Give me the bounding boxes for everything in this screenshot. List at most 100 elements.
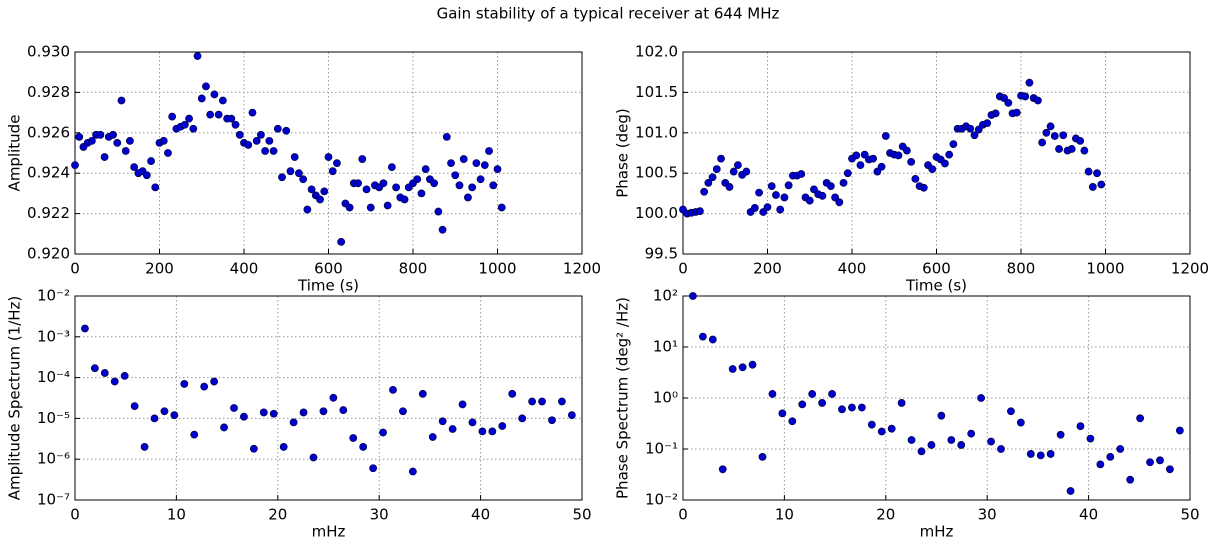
data-point <box>418 389 427 398</box>
y-tick-label: 0.926 <box>27 123 70 141</box>
data-point <box>231 120 240 129</box>
data-point <box>1007 407 1015 416</box>
x-tick-label: 0 <box>678 260 688 278</box>
data-point <box>185 114 193 123</box>
y-tick-label: 10⁻² <box>645 491 678 509</box>
data-point <box>869 154 878 163</box>
data-point <box>126 136 134 145</box>
data-point <box>362 185 371 194</box>
data-point <box>147 157 155 165</box>
x-axis-label: mHz <box>312 523 346 541</box>
data-point <box>480 161 489 170</box>
data-point <box>278 173 286 182</box>
data-point <box>230 404 238 412</box>
y-tick-label: 10⁻⁶ <box>37 450 70 468</box>
data-point <box>248 108 257 117</box>
y-tick-label: 10⁻² <box>37 287 70 305</box>
data-point <box>750 204 759 212</box>
x-axis-label: Time (s) <box>297 277 359 295</box>
data-point <box>826 182 835 191</box>
data-point <box>339 406 348 414</box>
data-point <box>843 169 852 178</box>
data-point <box>468 183 477 192</box>
data-point <box>90 364 99 373</box>
data-point <box>434 207 443 216</box>
data-point <box>808 390 817 398</box>
data-point <box>1066 487 1075 495</box>
data-point <box>408 467 417 476</box>
data-point <box>320 187 329 196</box>
data-point <box>987 437 995 446</box>
data-point <box>734 161 742 170</box>
data-point <box>805 196 814 205</box>
data-point <box>1036 451 1045 460</box>
data-point <box>728 365 737 373</box>
data-point <box>919 183 928 192</box>
data-point <box>911 174 920 183</box>
data-point <box>383 201 392 210</box>
data-point <box>1166 465 1174 474</box>
data-point <box>170 411 179 420</box>
x-axis-label: mHz <box>920 523 954 541</box>
data-point <box>400 195 409 204</box>
data-point <box>1084 167 1093 176</box>
data-point <box>448 425 457 433</box>
x-tick-label: 1000 <box>478 260 516 278</box>
x-tick-label: 200 <box>145 260 174 278</box>
data-point <box>704 178 713 187</box>
y-axis-label: Amplitude Spectrum (1/Hz) <box>6 296 24 501</box>
data-point <box>957 441 966 449</box>
data-point <box>708 335 717 344</box>
data-point <box>788 417 797 426</box>
data-point <box>282 126 291 135</box>
y-tick-label: 10⁻⁴ <box>37 368 70 386</box>
data-point <box>387 163 396 172</box>
data-point <box>835 198 844 207</box>
data-point <box>349 434 358 442</box>
data-point <box>206 110 215 119</box>
x-tick-label: 50 <box>572 506 591 524</box>
x-tick-label: 200 <box>753 260 782 278</box>
data-point <box>867 420 876 429</box>
data-point <box>725 183 734 191</box>
data-point <box>299 175 308 184</box>
data-point <box>438 225 447 234</box>
data-point <box>538 397 546 406</box>
data-point <box>214 110 223 119</box>
data-point <box>100 153 109 161</box>
y-tick-label: 100.5 <box>635 164 678 182</box>
data-point <box>369 464 378 473</box>
data-point <box>1012 108 1021 117</box>
data-point <box>180 120 189 129</box>
data-point <box>197 94 206 103</box>
data-point <box>451 171 460 180</box>
figure-title: Gain stability of a typical receiver at … <box>437 5 780 23</box>
data-point <box>1136 414 1145 423</box>
x-tick-label: 800 <box>1007 260 1036 278</box>
y-tick-label: 10⁰ <box>653 389 678 407</box>
x-tick-label: 40 <box>471 506 490 524</box>
y-tick-label: 10⁻⁵ <box>37 409 70 427</box>
data-point <box>164 149 172 157</box>
data-point <box>130 163 139 172</box>
data-point <box>818 399 827 407</box>
data-point <box>1076 136 1085 145</box>
data-point <box>289 418 298 427</box>
data-point <box>117 96 126 105</box>
x-tick-label: 1200 <box>563 260 601 278</box>
data-point <box>742 167 751 176</box>
data-point <box>329 393 338 402</box>
data-point <box>459 155 468 163</box>
plot-area <box>75 296 582 500</box>
data-point <box>100 369 109 377</box>
data-point <box>712 165 721 174</box>
data-point <box>455 181 464 190</box>
data-point <box>240 412 248 421</box>
data-point <box>190 430 199 439</box>
data-point <box>1025 78 1034 87</box>
data-point <box>977 394 986 402</box>
data-point <box>1059 131 1068 140</box>
data-point <box>1038 138 1047 147</box>
data-point <box>488 427 497 436</box>
data-point <box>358 155 367 163</box>
